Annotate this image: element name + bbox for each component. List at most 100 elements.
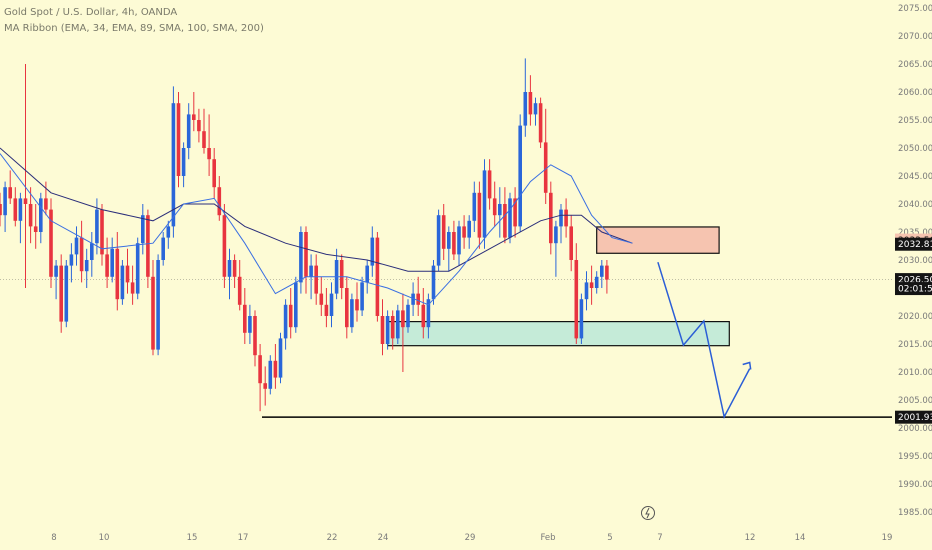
candle-body: [579, 299, 584, 339]
candle-body: [375, 237, 380, 316]
candle-body: [436, 215, 441, 266]
price-label-bg: [895, 282, 932, 296]
price-label-bg: [895, 410, 932, 424]
x-tick-label: 14: [795, 533, 806, 543]
x-tick-label: Feb: [540, 533, 555, 543]
candle-body: [18, 198, 23, 221]
candle-body: [498, 204, 502, 216]
candle-body: [304, 232, 308, 277]
y-tick-label: 1990.000: [898, 480, 932, 490]
candle-body: [564, 209, 568, 227]
candle-body: [543, 142, 548, 193]
candle-body: [594, 276, 599, 288]
candle-body: [278, 338, 283, 378]
candle-body: [538, 103, 543, 143]
candle-body: [130, 282, 135, 294]
candle-body: [79, 237, 84, 272]
candle-body: [370, 237, 375, 266]
zones-layer: [0, 226, 892, 347]
candle-body: [533, 103, 538, 115]
candle-body: [503, 204, 507, 238]
x-tick-label: 5: [607, 533, 612, 543]
x-tick-label: 19: [882, 533, 893, 543]
candle-body: [426, 299, 431, 328]
price-label: 02:01:54: [895, 282, 932, 296]
candle-body: [156, 260, 160, 350]
price-label-text: 2032.817: [898, 240, 932, 250]
y-tick-label: 2070.000: [898, 32, 932, 42]
candle-body: [574, 260, 579, 339]
ema-89-line: [0, 147, 633, 272]
candle-body: [482, 170, 487, 238]
candle-body: [314, 265, 318, 294]
price-label: 2032.817: [895, 237, 932, 251]
candle-body: [467, 220, 471, 238]
candle-body: [518, 125, 522, 227]
x-tick-label: 22: [327, 533, 338, 543]
candle-body: [309, 265, 313, 277]
candle-body: [273, 360, 278, 378]
price-label-bg: [895, 237, 932, 251]
candle-body: [192, 114, 196, 120]
price-labels-layer: 2033.5632032.8172026.50002:01:542001.931: [895, 233, 932, 424]
y-tick-label: 2005.000: [898, 396, 932, 406]
candle-body: [589, 282, 594, 288]
x-tick-label: 15: [187, 533, 198, 543]
demand-zone[interactable]: [387, 321, 730, 347]
candle-body: [401, 310, 405, 328]
y-tick-label: 2030.000: [898, 256, 932, 266]
y-tick-label: 2015.000: [898, 340, 932, 350]
x-tick-label: 17: [238, 533, 249, 543]
candle-body: [355, 299, 359, 311]
candle-body: [202, 131, 206, 148]
candle-body: [554, 226, 558, 244]
candle-body: [569, 226, 573, 260]
candle-body: [513, 198, 517, 227]
candle-body: [39, 198, 43, 232]
candle-body: [237, 276, 242, 305]
candle-body: [212, 159, 216, 188]
candle-body: [431, 265, 436, 300]
candle-body: [385, 316, 390, 344]
y-tick-label: 2035.000: [898, 228, 932, 238]
candle-body: [416, 293, 420, 305]
candle-body: [151, 276, 155, 350]
x-tick-label: 29: [465, 533, 476, 543]
candle-body: [28, 204, 33, 227]
candle-body: [84, 260, 89, 272]
candle-body: [217, 187, 222, 216]
candle-body: [390, 316, 395, 339]
candle-body: [411, 293, 415, 305]
candle-body: [324, 304, 329, 316]
price-label-text: 02:01:54: [898, 285, 932, 295]
candle-body: [115, 248, 120, 300]
candle-body: [283, 304, 288, 339]
candle-body: [105, 254, 109, 277]
x-tick-label: 7: [657, 533, 662, 543]
candle-body: [23, 198, 28, 204]
candle-body: [146, 215, 150, 277]
candle-body: [13, 198, 18, 221]
candle-body: [406, 304, 410, 328]
candle-body: [380, 316, 385, 344]
candle-body: [365, 265, 369, 283]
supply-zone[interactable]: [596, 226, 720, 254]
candle-body: [559, 209, 563, 227]
candle-body: [243, 304, 247, 333]
y-tick-label: 2000.000: [898, 424, 932, 434]
candle-body: [477, 192, 482, 238]
y-tick-label: 2045.000: [898, 172, 932, 182]
lightning-icon[interactable]: [641, 506, 655, 520]
y-tick-label: 2020.000: [898, 312, 932, 322]
candle-body: [248, 316, 252, 333]
x-tick-label: 8: [51, 533, 56, 543]
candle-body: [508, 198, 512, 238]
candle-body: [232, 260, 237, 277]
candle-body: [600, 265, 604, 277]
candle-body: [222, 215, 227, 277]
price-label: 2001.931: [895, 410, 932, 424]
projection-path[interactable]: [657, 261, 751, 419]
candle-body: [345, 288, 349, 328]
y-tick-label: 2040.000: [898, 200, 932, 210]
